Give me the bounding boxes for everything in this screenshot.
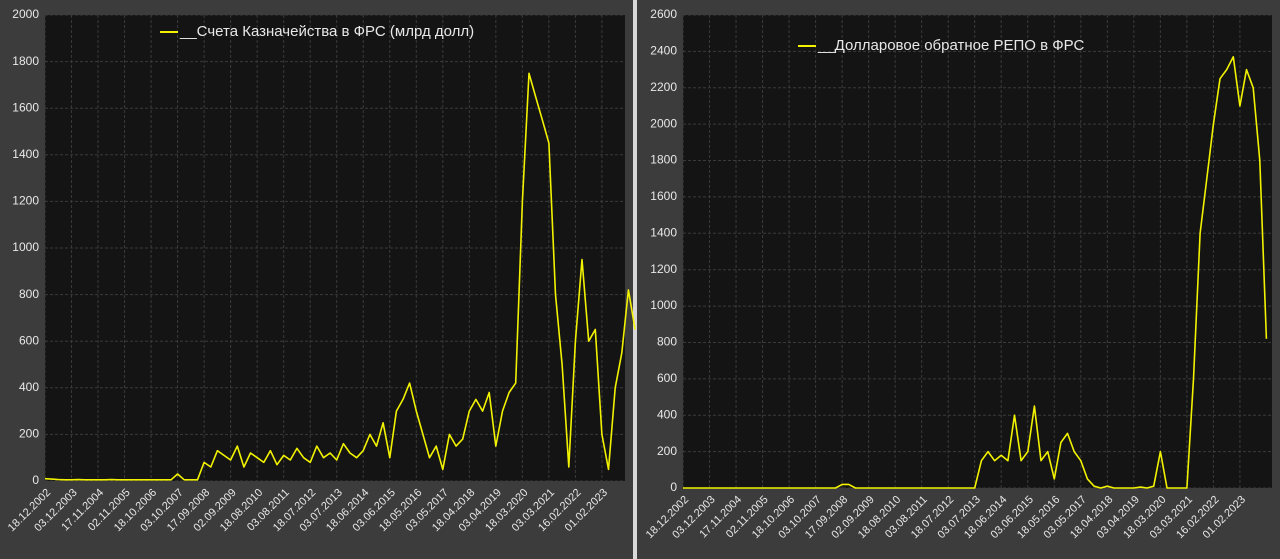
- data-line: [683, 56, 1268, 489]
- y-tick-label: 1600: [12, 100, 39, 114]
- y-tick-label: 200: [19, 427, 39, 441]
- y-tick-label: 2600: [650, 7, 677, 21]
- y-tick-label: 800: [657, 335, 677, 349]
- y-tick-label: 1600: [650, 189, 677, 203]
- y-tick-label: 600: [657, 371, 677, 385]
- y-tick-label: 1800: [12, 54, 39, 68]
- legend-label: __Долларовое обратное РЕПО в ФРС: [817, 37, 1085, 54]
- y-tick-label: 2000: [12, 7, 39, 21]
- y-tick-label: 0: [670, 480, 677, 494]
- y-tick-label: 200: [657, 444, 677, 458]
- plot-area: [683, 15, 1272, 488]
- data-line: [44, 72, 636, 481]
- y-tick-label: 400: [19, 380, 39, 394]
- y-tick-label: 400: [657, 407, 677, 421]
- y-tick-label: 1000: [650, 298, 677, 312]
- divider: [633, 0, 637, 559]
- y-tick-label: 1200: [650, 262, 677, 276]
- legend-label: __Счета Казначейства в ФРС (млрд долл): [179, 23, 474, 40]
- y-tick-label: 1800: [650, 153, 677, 167]
- y-tick-label: 2000: [650, 116, 677, 130]
- y-tick-label: 1200: [12, 194, 39, 208]
- y-tick-label: 2200: [650, 80, 677, 94]
- y-tick-label: 1400: [12, 147, 39, 161]
- y-tick-label: 1000: [12, 240, 39, 254]
- y-tick-label: 800: [19, 287, 39, 301]
- y-tick-label: 2400: [650, 44, 677, 58]
- y-tick-label: 1400: [650, 225, 677, 239]
- y-tick-label: 0: [32, 473, 39, 487]
- y-tick-label: 600: [19, 333, 39, 347]
